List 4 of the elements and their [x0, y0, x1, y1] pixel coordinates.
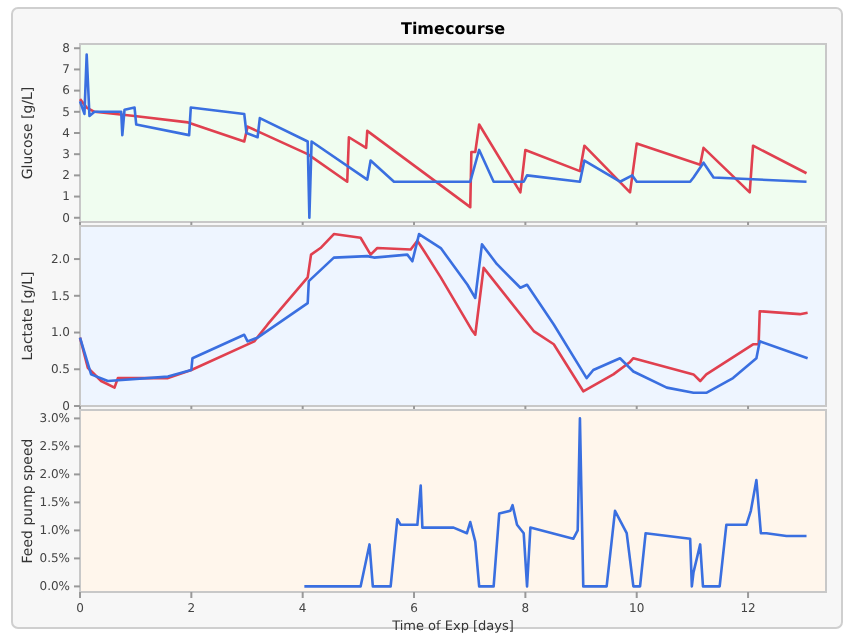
chart-title: Timecourse [400, 20, 507, 38]
line-series [78, 53, 808, 220]
line-series [303, 417, 808, 588]
line-series [78, 97, 808, 209]
